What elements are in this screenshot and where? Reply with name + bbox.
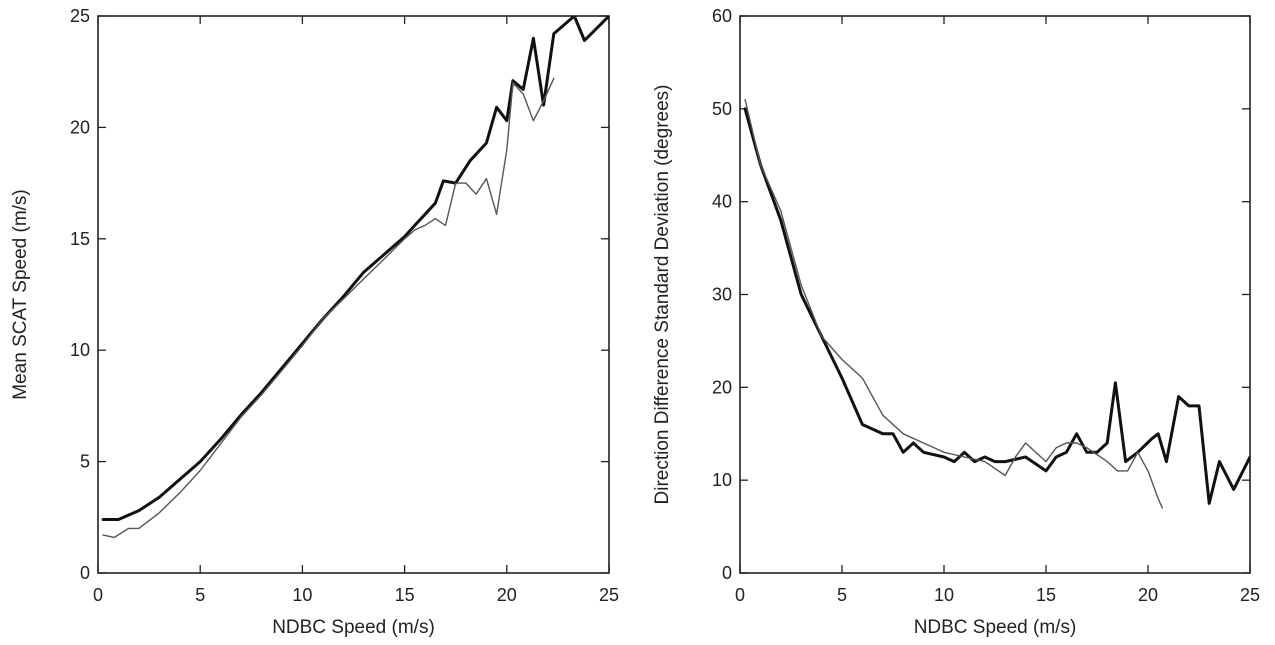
y-tick-label: 20: [70, 117, 90, 137]
y-tick-label: 5: [80, 452, 90, 472]
y-tick-label: 0: [722, 563, 732, 583]
y-tick-label: 50: [712, 99, 732, 119]
series-line-thick: [743, 107, 1250, 505]
series-line-thick: [101, 16, 609, 521]
y-tick-label: 40: [712, 192, 732, 212]
y-tick-label: 10: [70, 340, 90, 360]
series-line-thin: [744, 98, 1163, 509]
plot-frame: [739, 15, 1251, 574]
x-tick-label: 5: [195, 585, 205, 605]
y-tick-label: 25: [70, 6, 90, 26]
x-axis-label: NDBC Speed (m/s): [914, 617, 1077, 638]
x-tick-label: 10: [292, 585, 312, 605]
x-axis-label: NDBC Speed (m/s): [272, 617, 435, 638]
x-tick-label: 20: [497, 585, 517, 605]
x-tick-label: 20: [1138, 585, 1158, 605]
plot-frame: [97, 15, 610, 574]
y-tick-label: 20: [712, 377, 732, 397]
x-tick-label: 15: [395, 585, 415, 605]
y-tick-label: 0: [80, 563, 90, 583]
y-tick-label: 30: [712, 285, 732, 305]
x-tick-label: 0: [735, 585, 745, 605]
y-axis-label: Mean SCAT Speed (m/s): [10, 189, 31, 399]
x-tick-label: 25: [1240, 585, 1260, 605]
x-tick-label: 10: [934, 585, 954, 605]
y-tick-label: 60: [712, 6, 732, 26]
y-axis-label: Direction Difference Standard Deviation …: [652, 85, 673, 505]
y-tick-label: 10: [712, 470, 732, 490]
x-tick-label: 25: [599, 585, 619, 605]
direction-std-chart: 0 5 10 15 20 25 0 10 20 30 40 50 60 NDBC Speed (m/s) D…: [652, 6, 1260, 638]
x-tick-label: 5: [837, 585, 847, 605]
x-tick-label: 15: [1036, 585, 1056, 605]
x-tick-label: 0: [93, 585, 103, 605]
y-tick-label: 15: [70, 229, 90, 249]
speed-chart: 0 5 10 15 20 25 0 5 10 15 20 25 NDBC Speed (m/s) Mean…: [10, 6, 619, 638]
series-line-thin: [102, 77, 555, 539]
